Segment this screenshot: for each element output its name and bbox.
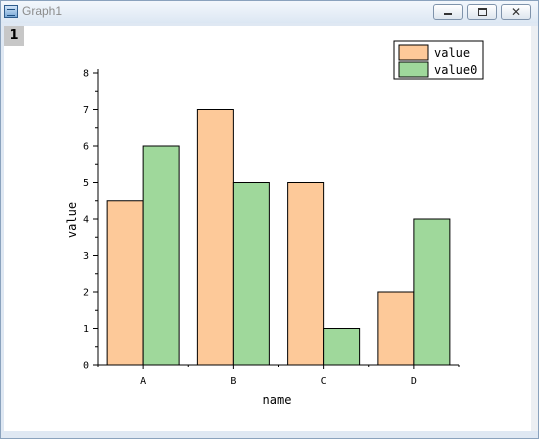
y-axis-title: value [65,202,79,238]
legend-swatch-value0 [398,61,429,78]
maximize-icon [478,8,487,16]
x-tick-label-B: B [230,376,236,387]
close-icon: ✕ [511,5,522,19]
y-tick-label-5: 5 [83,178,89,189]
minimize-button[interactable] [433,4,463,20]
bar-value0-B [232,182,270,366]
x-tick-label-D: D [411,376,417,387]
bar-value-B [196,109,234,366]
graph-window-icon[interactable] [4,5,18,18]
y-tick-label-4: 4 [83,215,89,226]
maximize-button[interactable] [467,4,497,20]
y-tick-label-7: 7 [83,105,89,116]
bottom-frame [1,431,538,438]
legend[interactable]: value value0 [393,40,484,80]
bar-value0-D [413,218,451,366]
minimize-icon [444,13,452,15]
legend-swatch-value [398,44,429,61]
bar-value0-A [142,145,180,366]
x-axis-title: name [263,393,292,407]
layer-number-tag[interactable]: 1 [4,26,24,46]
graph-canvas[interactable]: 1 A B C D 0 1 2 3 4 5 6 7 8 name value value value0 … [4,26,531,431]
window-title: Graph1 [22,4,63,18]
y-tick-label-1: 1 [83,324,89,335]
bar-value-C [287,182,325,366]
legend-label-value0: value0 [434,63,477,77]
bar-value0-C [323,328,361,366]
y-tick-label-0: 0 [83,361,89,372]
bar-value-A [106,200,144,366]
y-tick-label-6: 6 [83,142,89,153]
x-tick-label-C: C [321,376,327,387]
y-tick-label-8: 8 [83,69,89,80]
bar-chart: A B C D 0 1 2 3 4 5 6 7 8 name value value value0 ht… [65,40,526,430]
y-tick-label-3: 3 [83,251,89,262]
vertical-scrollbar[interactable] [531,26,538,431]
y-tick-label-2: 2 [83,288,89,299]
watermark: https://blog.csdn.net/Temmie1024 [275,415,526,430]
x-tick-label-A: A [140,376,146,387]
legend-label-value: value [434,46,470,60]
close-button[interactable]: ✕ [501,4,531,20]
bar-value-D [377,291,415,366]
title-bar[interactable]: Graph1 ✕ [1,1,538,23]
